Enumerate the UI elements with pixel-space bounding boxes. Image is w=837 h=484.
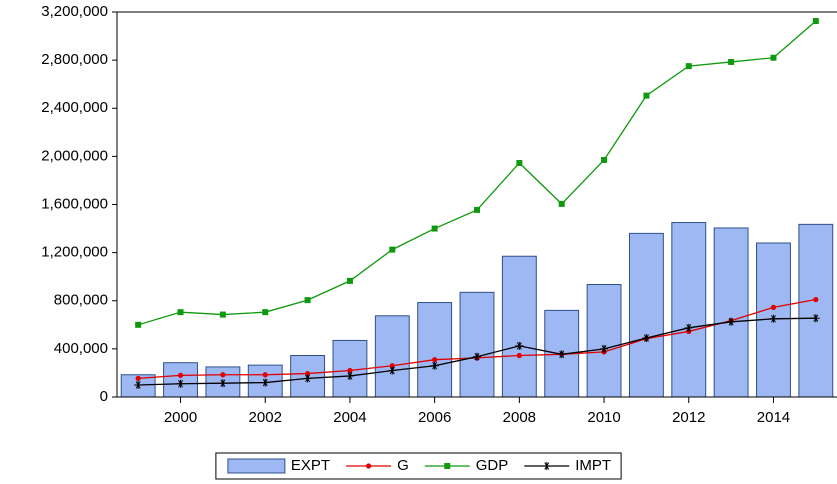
- marker: [389, 246, 396, 253]
- legend-label: IMPT: [575, 457, 611, 474]
- y-tick-label: 0: [100, 388, 108, 405]
- marker: [727, 317, 736, 326]
- marker: [389, 363, 395, 369]
- marker: [347, 367, 353, 374]
- marker: [542, 462, 551, 470]
- marker: [135, 375, 141, 381]
- y-tick-label: 400,000: [54, 340, 108, 357]
- marker: [135, 321, 142, 328]
- y-tick-label: 1,200,000: [41, 244, 108, 261]
- marker: [643, 92, 650, 99]
- x-tick-label: 2004: [333, 409, 366, 426]
- marker: [728, 58, 735, 65]
- marker: [516, 159, 523, 166]
- x-tick-label: 2006: [418, 409, 451, 426]
- marker: [177, 309, 184, 316]
- y-tick-label: 2,000,000: [41, 147, 108, 164]
- marker: [346, 277, 353, 284]
- legend: EXPT G GDP IMPT: [215, 452, 622, 480]
- marker: [684, 323, 693, 332]
- bar: [459, 291, 495, 398]
- marker: [432, 357, 438, 363]
- marker: [515, 341, 524, 350]
- marker: [557, 350, 566, 359]
- bar: [671, 222, 707, 398]
- marker: [134, 380, 143, 389]
- marker: [304, 370, 311, 377]
- bar: [501, 255, 537, 398]
- marker: [262, 309, 269, 316]
- marker: [813, 296, 819, 303]
- marker: [218, 379, 227, 388]
- bar: [798, 223, 834, 398]
- x-tick-label: 2010: [587, 409, 620, 426]
- marker: [812, 18, 819, 25]
- marker: [304, 297, 311, 304]
- legend-label: GDP: [476, 457, 509, 474]
- bar: [374, 315, 410, 398]
- marker: [770, 304, 777, 310]
- marker: [473, 352, 481, 361]
- marker: [601, 156, 608, 163]
- marker: [261, 378, 270, 387]
- marker: [430, 361, 439, 370]
- marker: [303, 374, 312, 383]
- marker: [642, 334, 651, 343]
- marker: [685, 63, 692, 70]
- legend-label: EXPT: [291, 457, 330, 474]
- bar: [628, 232, 664, 398]
- bar: [713, 227, 749, 398]
- marker: [769, 314, 778, 323]
- marker: [220, 372, 226, 378]
- bar: [417, 302, 453, 398]
- marker: [345, 371, 354, 380]
- x-tick-label: 2012: [672, 409, 705, 426]
- marker: [262, 372, 268, 378]
- marker: [176, 379, 185, 388]
- bar: [586, 284, 622, 398]
- y-tick-label: 1,600,000: [41, 195, 108, 212]
- marker: [516, 352, 522, 359]
- marker: [474, 206, 480, 213]
- y-tick-label: 2,400,000: [41, 99, 108, 116]
- y-tick-label: 2,800,000: [41, 51, 108, 68]
- x-tick-label: 2008: [503, 409, 536, 426]
- x-tick-label: 2002: [249, 409, 282, 426]
- x-tick-label: 2014: [757, 409, 790, 426]
- marker: [444, 463, 451, 469]
- marker: [811, 314, 820, 323]
- legend-label: G: [397, 457, 409, 474]
- marker: [219, 311, 226, 318]
- marker: [600, 344, 609, 353]
- y-tick-label: 800,000: [54, 292, 108, 309]
- marker: [558, 200, 565, 207]
- marker: [388, 366, 397, 375]
- x-tick-label: 2000: [164, 409, 197, 426]
- y-tick-label: 3,200,000: [41, 3, 108, 20]
- marker: [177, 372, 184, 378]
- legend-swatch: [227, 458, 286, 474]
- marker: [431, 225, 438, 232]
- marker: [365, 463, 372, 469]
- marker: [770, 54, 777, 61]
